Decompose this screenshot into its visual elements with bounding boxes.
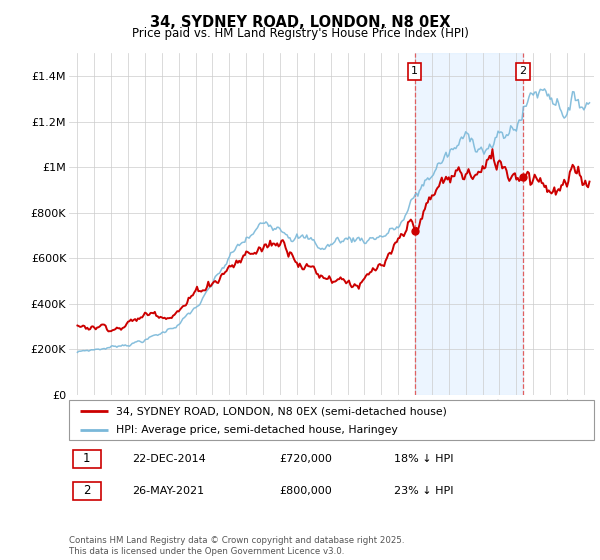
FancyBboxPatch shape <box>69 400 594 440</box>
Text: Price paid vs. HM Land Registry's House Price Index (HPI): Price paid vs. HM Land Registry's House … <box>131 27 469 40</box>
Text: 18% ↓ HPI: 18% ↓ HPI <box>395 454 454 464</box>
Text: 1: 1 <box>83 452 91 465</box>
FancyBboxPatch shape <box>73 450 101 468</box>
Text: £720,000: £720,000 <box>279 454 332 464</box>
FancyBboxPatch shape <box>73 482 101 500</box>
Bar <box>415 53 523 395</box>
Text: 2: 2 <box>83 484 91 497</box>
Text: 23% ↓ HPI: 23% ↓ HPI <box>395 486 454 496</box>
Text: 26-MAY-2021: 26-MAY-2021 <box>132 486 204 496</box>
Text: HPI: Average price, semi-detached house, Haringey: HPI: Average price, semi-detached house,… <box>116 425 398 435</box>
Text: 1: 1 <box>411 67 418 76</box>
Text: Contains HM Land Registry data © Crown copyright and database right 2025.
This d: Contains HM Land Registry data © Crown c… <box>69 536 404 556</box>
Text: 22-DEC-2014: 22-DEC-2014 <box>132 454 206 464</box>
Text: 34, SYDNEY ROAD, LONDON, N8 0EX: 34, SYDNEY ROAD, LONDON, N8 0EX <box>150 15 450 30</box>
Text: 2: 2 <box>520 67 527 76</box>
Text: £800,000: £800,000 <box>279 486 332 496</box>
Text: 34, SYDNEY ROAD, LONDON, N8 0EX (semi-detached house): 34, SYDNEY ROAD, LONDON, N8 0EX (semi-de… <box>116 407 447 417</box>
